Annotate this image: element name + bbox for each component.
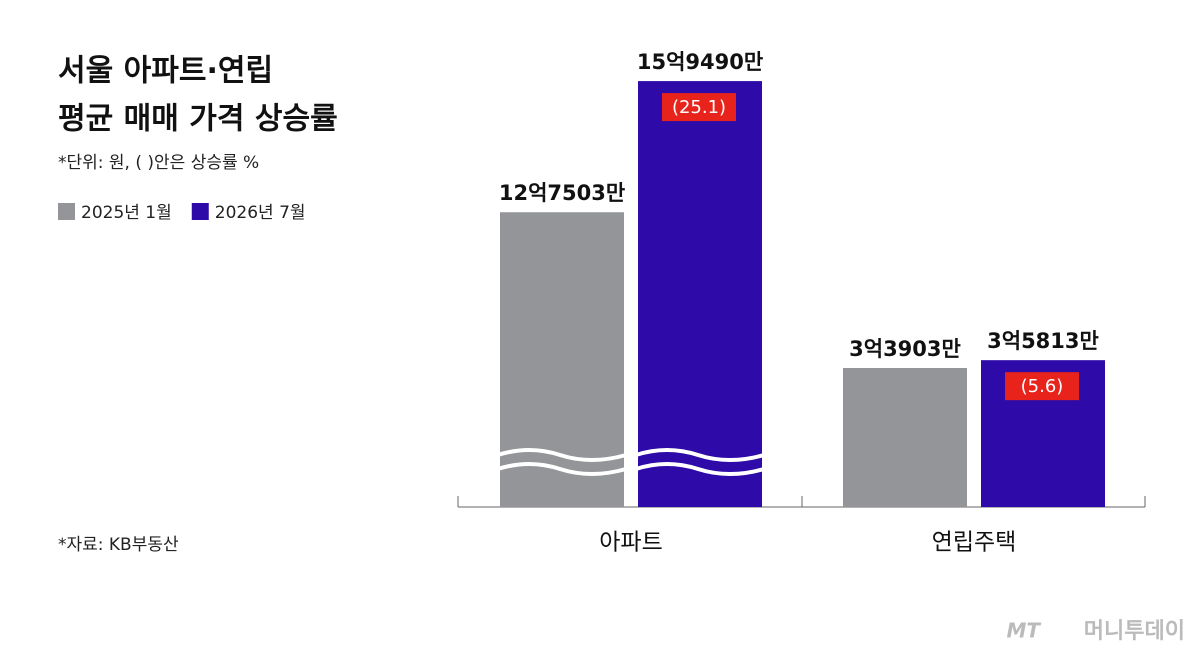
legend-swatch — [58, 203, 75, 220]
logo-name: 머니투데이 — [1084, 619, 1185, 644]
value-label: 12억7503만 — [499, 181, 625, 205]
chart-title: 서울 아파트·연립 — [58, 54, 273, 89]
value-label: 15억9490만 — [637, 50, 763, 74]
axis-break — [635, 448, 765, 462]
change-label: (25.1) — [672, 97, 726, 118]
x-tick-label: 연립주택 — [932, 530, 1017, 556]
value-label: 3억3903만 — [849, 337, 961, 361]
source: *자료: KB부동산 — [58, 535, 179, 555]
axis-break — [497, 462, 627, 476]
logo-mark: MT — [1006, 619, 1041, 643]
change-label: (5.6) — [1021, 376, 1064, 397]
change-box — [662, 93, 736, 122]
legend-swatch — [191, 203, 209, 220]
change-box — [1005, 372, 1079, 401]
value-label: 3억5813만 — [987, 329, 1099, 353]
chart-title: 평균 매매 가격 상승률 — [58, 102, 338, 137]
legend-label: 2025년 1월 — [81, 203, 172, 223]
subtitle: *단위: 원, ( )안은 상승률 % — [58, 153, 259, 173]
axis-break — [635, 462, 765, 476]
bar — [843, 367, 967, 507]
legend-label: 2026년 7월 — [215, 203, 306, 223]
x-tick-label: 아파트 — [599, 530, 662, 556]
axis-break — [497, 448, 627, 462]
bar — [638, 81, 762, 507]
